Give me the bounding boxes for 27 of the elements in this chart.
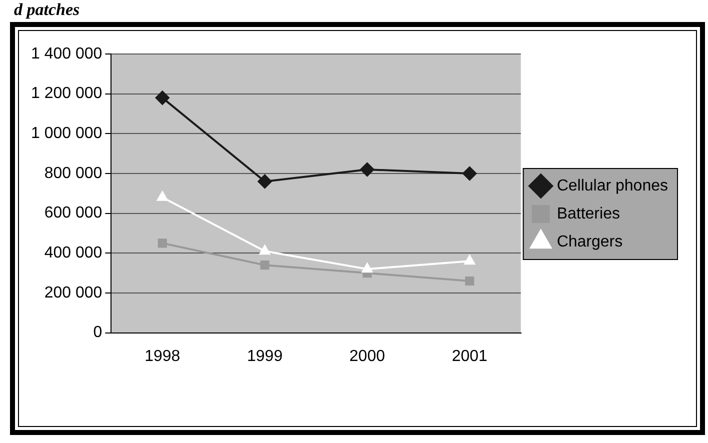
- x-tick-label: 1999: [247, 348, 283, 365]
- point: [362, 263, 373, 273]
- chart-title: d patches: [14, 0, 80, 20]
- y-tick-label: 1 400 000: [30, 45, 102, 62]
- point: [464, 255, 475, 265]
- x-tick-label: 2001: [452, 348, 488, 365]
- point: [258, 174, 272, 188]
- y-tick-label: 400 000: [44, 244, 102, 262]
- point: [259, 245, 270, 255]
- point: [155, 90, 170, 105]
- point: [360, 162, 374, 177]
- legend-label: Cellular phones: [556, 177, 668, 194]
- y-tick-label: 0: [93, 324, 102, 342]
- point: [260, 260, 270, 270]
- x-tick-label: 2000: [349, 348, 386, 365]
- y-tick-label: 600 000: [44, 204, 102, 222]
- point: [158, 238, 167, 248]
- y-tick-label: 800 000: [44, 164, 102, 182]
- x-tick-label: 1998: [144, 348, 180, 365]
- y-tick-label: 1 200 000: [30, 85, 102, 102]
- point: [157, 191, 168, 201]
- legend-label: Batteries: [556, 205, 620, 222]
- y-tick-label: 1 000 000: [30, 125, 102, 142]
- point: [462, 166, 477, 180]
- legend-label: Chargers: [556, 233, 623, 250]
- point: [465, 276, 474, 286]
- y-tick-label: 200 000: [44, 284, 102, 302]
